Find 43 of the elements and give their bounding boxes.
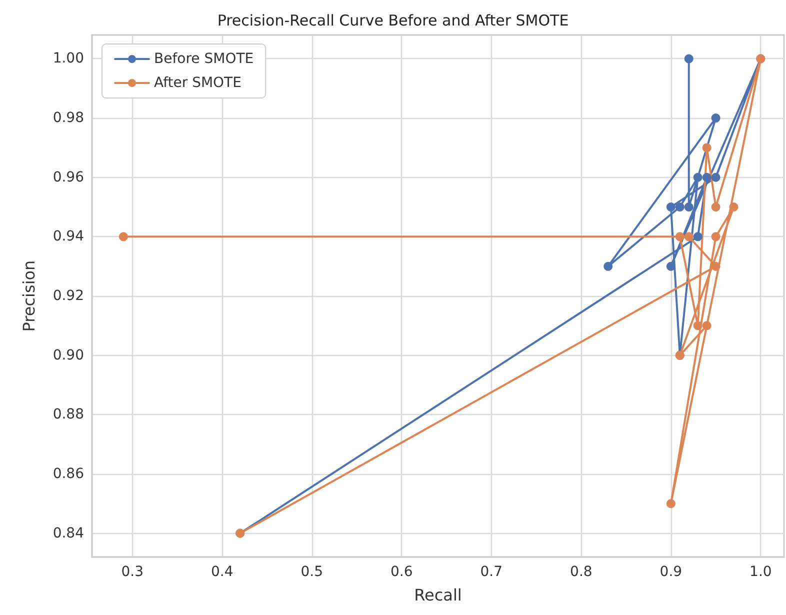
y-tick-label: 0.84 (52, 525, 84, 542)
x-tick-label: 0.5 (300, 564, 324, 580)
point (684, 232, 694, 242)
x-tick-label: 0.4 (211, 564, 234, 580)
y-tick-label: 0.96 (52, 169, 84, 186)
point (604, 262, 613, 271)
x-tick-label: 0.8 (570, 564, 592, 580)
point (693, 232, 702, 242)
point (666, 202, 676, 212)
point (684, 54, 694, 64)
y-axis-title: Precision (20, 260, 38, 332)
point (684, 202, 694, 212)
point (711, 202, 720, 212)
point (702, 172, 712, 182)
point (666, 499, 676, 508)
point (693, 321, 702, 330)
point (118, 232, 128, 242)
point (693, 172, 702, 182)
x-tick-label: 0.6 (390, 564, 413, 580)
y-tick-label: 0.86 (52, 466, 84, 482)
x-tick-label: 0.3 (121, 564, 144, 580)
y-tick-label: 1.00 (52, 50, 84, 67)
x-tick-label: 0.7 (480, 564, 503, 580)
legend-label: Before SMOTE (154, 51, 254, 67)
legend-label: After SMOTE (154, 75, 242, 91)
x-axis-title: Recall (414, 586, 462, 604)
point (666, 262, 676, 271)
y-tick-label: 0.98 (52, 110, 84, 126)
chart-title: Precision-Recall Curve Before and After SMOTE (217, 12, 569, 30)
point (675, 202, 684, 212)
x-tick-label: 0.9 (660, 564, 682, 580)
point (675, 232, 684, 242)
x-tick-label: 1.0 (750, 564, 772, 580)
point (702, 321, 712, 330)
y-tick-label: 0.90 (52, 347, 84, 364)
point (702, 143, 712, 152)
y-tick-label: 0.88 (52, 406, 84, 423)
point (729, 202, 738, 212)
y-tick-label: 0.94 (52, 228, 84, 245)
point (711, 172, 720, 182)
point (711, 232, 720, 242)
y-tick-label: 0.92 (52, 288, 84, 304)
point (711, 114, 720, 123)
